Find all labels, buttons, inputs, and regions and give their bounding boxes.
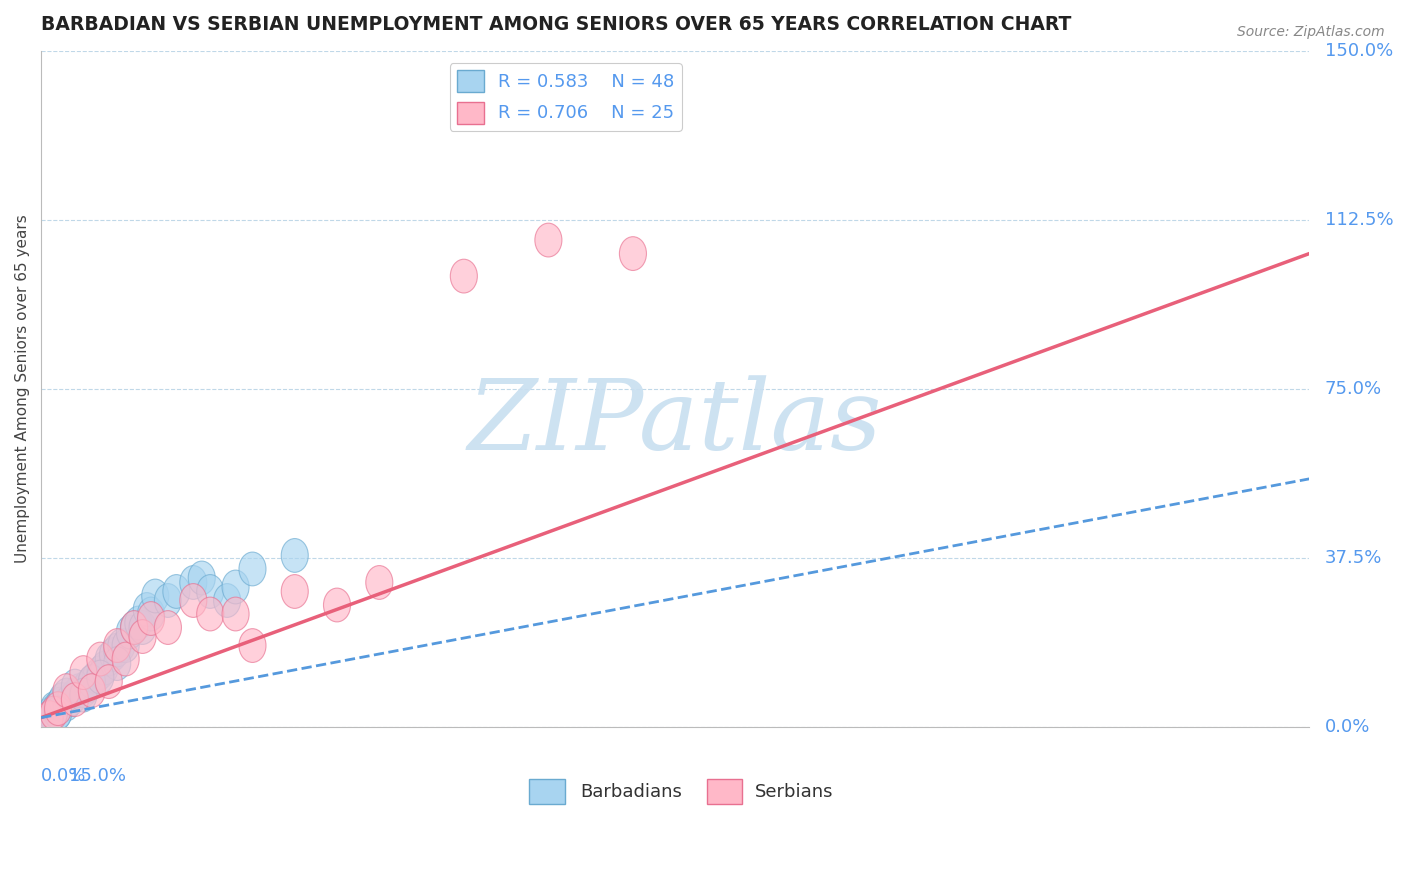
Ellipse shape bbox=[222, 570, 249, 604]
Ellipse shape bbox=[366, 566, 392, 599]
Ellipse shape bbox=[104, 633, 131, 667]
Text: 37.5%: 37.5% bbox=[1324, 549, 1382, 566]
Ellipse shape bbox=[129, 611, 156, 644]
Ellipse shape bbox=[41, 691, 67, 725]
Ellipse shape bbox=[53, 687, 80, 721]
Ellipse shape bbox=[70, 678, 97, 712]
Ellipse shape bbox=[83, 660, 110, 694]
Ellipse shape bbox=[79, 665, 105, 698]
Ellipse shape bbox=[121, 611, 148, 644]
Ellipse shape bbox=[197, 597, 224, 631]
Ellipse shape bbox=[180, 566, 207, 599]
Text: Serbians: Serbians bbox=[755, 782, 834, 800]
Ellipse shape bbox=[45, 691, 72, 725]
Ellipse shape bbox=[104, 647, 131, 681]
Ellipse shape bbox=[534, 223, 562, 257]
Ellipse shape bbox=[46, 687, 73, 721]
FancyBboxPatch shape bbox=[707, 779, 742, 805]
Ellipse shape bbox=[38, 697, 65, 730]
Ellipse shape bbox=[62, 682, 89, 716]
Ellipse shape bbox=[117, 615, 143, 649]
Ellipse shape bbox=[87, 642, 114, 676]
Ellipse shape bbox=[62, 669, 89, 703]
Ellipse shape bbox=[37, 701, 63, 734]
Ellipse shape bbox=[450, 260, 478, 293]
Ellipse shape bbox=[180, 583, 207, 617]
Ellipse shape bbox=[323, 588, 350, 622]
Ellipse shape bbox=[620, 236, 647, 270]
Ellipse shape bbox=[87, 656, 114, 690]
Ellipse shape bbox=[281, 539, 308, 573]
Ellipse shape bbox=[125, 607, 152, 640]
Legend: R = 0.583    N = 48, R = 0.706    N = 25: R = 0.583 N = 48, R = 0.706 N = 25 bbox=[450, 63, 682, 131]
Ellipse shape bbox=[100, 638, 127, 672]
Text: Source: ZipAtlas.com: Source: ZipAtlas.com bbox=[1237, 25, 1385, 39]
Ellipse shape bbox=[58, 682, 84, 716]
Ellipse shape bbox=[32, 706, 59, 739]
Ellipse shape bbox=[281, 574, 308, 608]
Text: 0.0%: 0.0% bbox=[1324, 718, 1369, 736]
Ellipse shape bbox=[214, 583, 240, 617]
Ellipse shape bbox=[112, 642, 139, 676]
Ellipse shape bbox=[34, 701, 62, 734]
Ellipse shape bbox=[134, 592, 160, 626]
Ellipse shape bbox=[53, 673, 80, 707]
Ellipse shape bbox=[104, 629, 131, 663]
Ellipse shape bbox=[87, 660, 114, 694]
Text: BARBADIAN VS SERBIAN UNEMPLOYMENT AMONG SENIORS OVER 65 YEARS CORRELATION CHART: BARBADIAN VS SERBIAN UNEMPLOYMENT AMONG … bbox=[41, 15, 1071, 34]
Ellipse shape bbox=[37, 701, 63, 734]
Text: 15.0%: 15.0% bbox=[69, 767, 125, 785]
Text: ZIPatlas: ZIPatlas bbox=[468, 375, 883, 470]
Ellipse shape bbox=[75, 669, 101, 703]
Ellipse shape bbox=[108, 629, 135, 663]
Ellipse shape bbox=[70, 656, 97, 690]
Ellipse shape bbox=[53, 678, 80, 712]
Ellipse shape bbox=[49, 682, 76, 716]
Ellipse shape bbox=[96, 665, 122, 698]
Ellipse shape bbox=[79, 673, 105, 707]
Ellipse shape bbox=[222, 597, 249, 631]
Text: 150.0%: 150.0% bbox=[1324, 42, 1393, 60]
Ellipse shape bbox=[239, 629, 266, 663]
FancyBboxPatch shape bbox=[530, 779, 565, 805]
Ellipse shape bbox=[121, 611, 148, 644]
Ellipse shape bbox=[188, 561, 215, 595]
Text: 75.0%: 75.0% bbox=[1324, 380, 1382, 398]
Ellipse shape bbox=[96, 642, 122, 676]
Text: Barbadians: Barbadians bbox=[581, 782, 682, 800]
Ellipse shape bbox=[79, 665, 105, 698]
Ellipse shape bbox=[45, 697, 72, 730]
Ellipse shape bbox=[45, 697, 72, 730]
Ellipse shape bbox=[239, 552, 266, 586]
Ellipse shape bbox=[91, 651, 118, 685]
Ellipse shape bbox=[163, 574, 190, 608]
Y-axis label: Unemployment Among Seniors over 65 years: Unemployment Among Seniors over 65 years bbox=[15, 214, 30, 563]
Ellipse shape bbox=[155, 611, 181, 644]
Ellipse shape bbox=[155, 583, 181, 617]
Ellipse shape bbox=[129, 620, 156, 654]
Ellipse shape bbox=[37, 701, 63, 734]
Ellipse shape bbox=[197, 574, 224, 608]
Ellipse shape bbox=[112, 629, 139, 663]
Ellipse shape bbox=[66, 673, 93, 707]
Ellipse shape bbox=[138, 601, 165, 635]
Ellipse shape bbox=[142, 579, 169, 613]
Ellipse shape bbox=[70, 673, 97, 707]
Text: 112.5%: 112.5% bbox=[1324, 211, 1393, 228]
Ellipse shape bbox=[138, 597, 165, 631]
Ellipse shape bbox=[41, 697, 67, 730]
Text: 0.0%: 0.0% bbox=[41, 767, 87, 785]
Ellipse shape bbox=[62, 678, 89, 712]
Ellipse shape bbox=[42, 691, 70, 725]
